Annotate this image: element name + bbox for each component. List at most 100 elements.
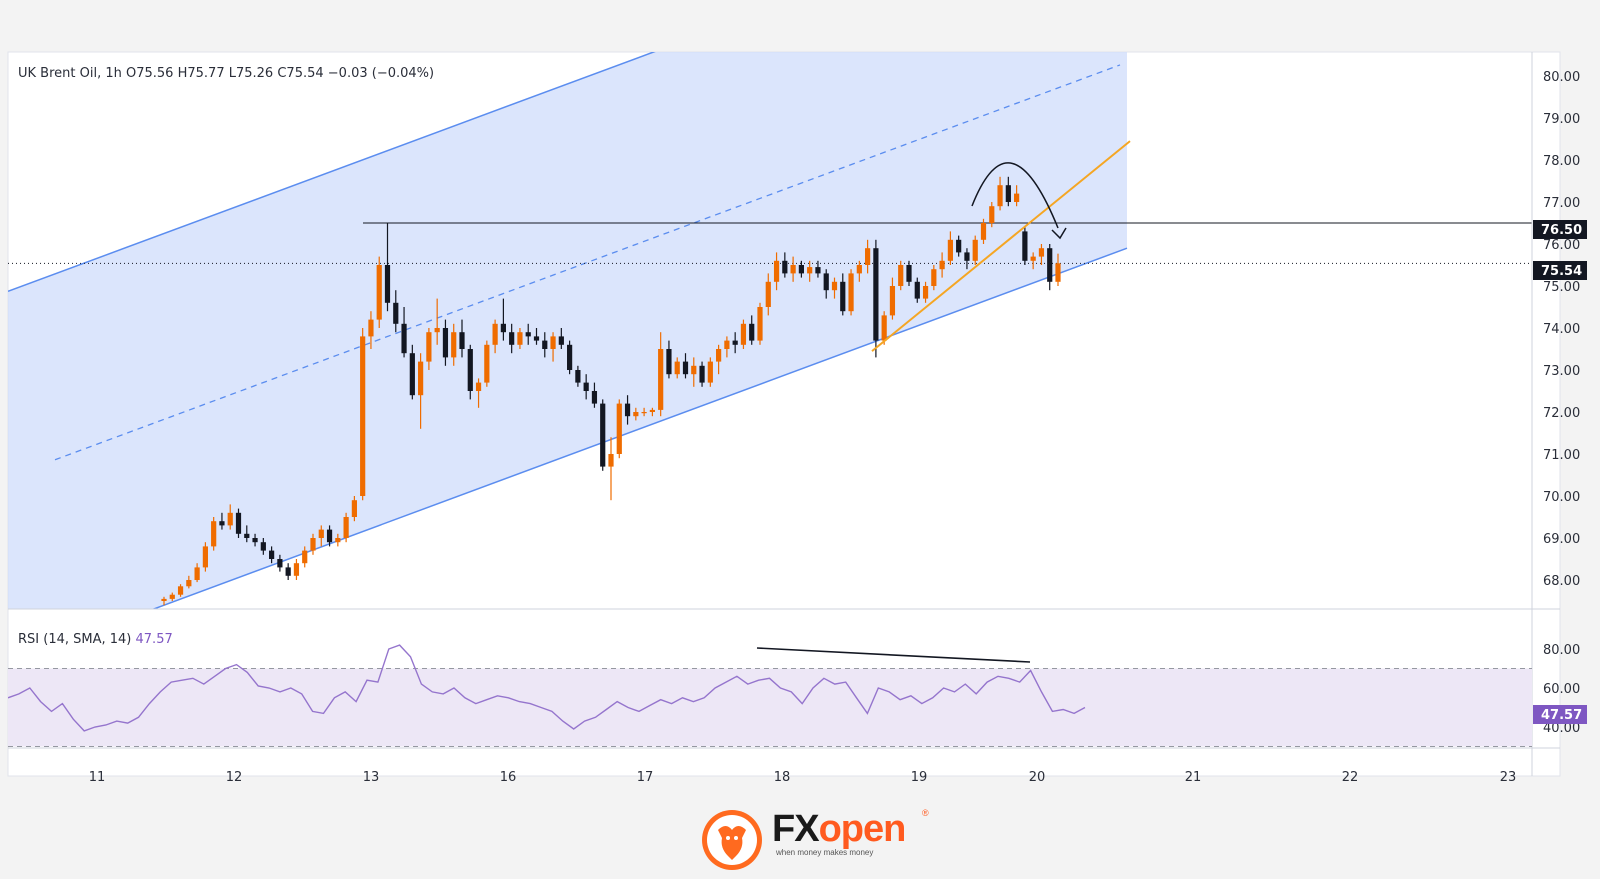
time-tick-label: 16 (500, 770, 517, 785)
candle-body (219, 521, 225, 526)
candle-body (177, 586, 184, 595)
candle-body (351, 500, 357, 517)
candle-body (567, 344, 573, 370)
high-value: 75.77 (187, 66, 224, 81)
price-tick-label: 69.00 (1543, 532, 1580, 547)
chart-header: UK Brent Oil, 1h O75.56 H75.77 L75.26 C7… (18, 66, 434, 81)
price-tick-label: 71.00 (1543, 448, 1580, 463)
rsi-tick-label: 40.00 (1543, 721, 1580, 736)
interval: 1h (105, 66, 122, 81)
price-tick-label: 73.00 (1543, 364, 1580, 379)
candle-body (716, 349, 722, 362)
candle-body (956, 239, 962, 253)
price-tick-label: 77.00 (1543, 196, 1580, 211)
candle-body (980, 223, 987, 240)
candle-body (326, 529, 333, 543)
candle-body (1055, 263, 1061, 282)
candle-body (757, 307, 763, 341)
candle-body (194, 567, 200, 580)
candle-body (252, 538, 258, 543)
price-tick-label: 74.00 (1543, 322, 1580, 337)
time-tick-label: 18 (774, 770, 791, 785)
rsi-label: RSI (14, SMA, 14) (18, 632, 131, 647)
candle-body (335, 538, 341, 543)
brand-tagline: when money makes money (776, 848, 874, 857)
candle-body (840, 281, 846, 312)
channel-upper-line (8, 52, 656, 293)
time-tick-label: 23 (1500, 770, 1517, 785)
rsi-band (8, 668, 1532, 747)
rising-trendline (871, 140, 1131, 352)
arc-arrowhead (1051, 227, 1067, 240)
candle-body (418, 361, 424, 396)
candle-body (641, 412, 647, 414)
rsi-line (8, 644, 1086, 732)
candle-body (773, 260, 780, 282)
price-tick-label: 80.00 (1543, 70, 1580, 85)
close-value: 75.54 (286, 66, 323, 81)
axes: 68.00 69.00 70.00 71.00 72.00 73.00 74.00 75.00… (89, 70, 1580, 785)
candle-body (624, 403, 631, 417)
candle-body (914, 281, 920, 299)
candle-body (931, 269, 937, 286)
candle-body (550, 336, 556, 349)
candle-body (525, 332, 531, 337)
candle-body (285, 567, 291, 576)
candle-body (459, 332, 465, 349)
change-value: −0.03 (−0.04%) (328, 66, 434, 81)
rsi-header-value: 47.57 (136, 632, 173, 647)
price-tick-label: 78.00 (1543, 154, 1580, 169)
candle-body (451, 332, 457, 358)
rsi-tick-label: 80.00 (1543, 643, 1580, 658)
candle-body (227, 512, 233, 526)
candle-body (484, 344, 490, 383)
rsi-plot (8, 644, 1532, 747)
candle-body (964, 252, 970, 261)
last-price-tag-bg (1533, 261, 1587, 280)
price-tick-label: 68.00 (1543, 574, 1580, 589)
price-panel[interactable] (8, 0, 1532, 663)
candle-body (997, 185, 1003, 207)
candle-body (302, 550, 308, 564)
candle-body (235, 512, 242, 534)
candle-body (649, 409, 655, 412)
candle-body (368, 319, 374, 337)
candle-body (658, 349, 664, 410)
brand-open: open (818, 808, 907, 850)
open-value: 75.56 (136, 66, 173, 81)
time-tick-label: 22 (1342, 770, 1359, 785)
candle-body (782, 260, 788, 274)
candle-body (318, 529, 324, 538)
candle-body (724, 340, 730, 349)
candle-body (401, 323, 407, 354)
registered-mark: ® (922, 808, 929, 818)
brand-fx: FX (772, 808, 820, 850)
candle-body (972, 239, 978, 261)
time-tick-label: 19 (911, 770, 928, 785)
candle-body (202, 546, 208, 568)
price-tick-label: 72.00 (1543, 406, 1580, 421)
rsi-panel[interactable] (8, 644, 1532, 747)
time-tick-label: 12 (226, 770, 243, 785)
level-tag: 76.50 (1541, 223, 1582, 238)
price-tick-label: 75.00 (1543, 280, 1580, 295)
high-label: H (178, 66, 188, 81)
candle-body (591, 391, 598, 404)
channel-lower-line (151, 247, 1128, 609)
time-tick-label: 11 (89, 770, 106, 785)
candle-body (674, 361, 680, 375)
low-label: L (229, 66, 237, 81)
candle-body (807, 267, 813, 274)
candle-body (583, 382, 589, 391)
candle-body (682, 361, 689, 375)
time-tick-label: 21 (1185, 770, 1202, 785)
level-tag-bg (1533, 220, 1587, 239)
rsi-divergence-line (756, 647, 1031, 663)
candle-body (889, 286, 896, 316)
channel-midline (54, 64, 1121, 461)
rsi-tag-bg (1533, 705, 1587, 724)
bull-logo-icon (702, 810, 762, 870)
candle-body (906, 265, 912, 282)
